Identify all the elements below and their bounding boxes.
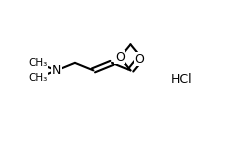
Text: CH₃: CH₃ xyxy=(28,58,47,68)
Text: N: N xyxy=(52,64,61,77)
Text: CH₃: CH₃ xyxy=(28,73,47,83)
Text: O: O xyxy=(134,53,144,66)
Text: O: O xyxy=(114,51,124,64)
Text: HCl: HCl xyxy=(170,73,191,86)
